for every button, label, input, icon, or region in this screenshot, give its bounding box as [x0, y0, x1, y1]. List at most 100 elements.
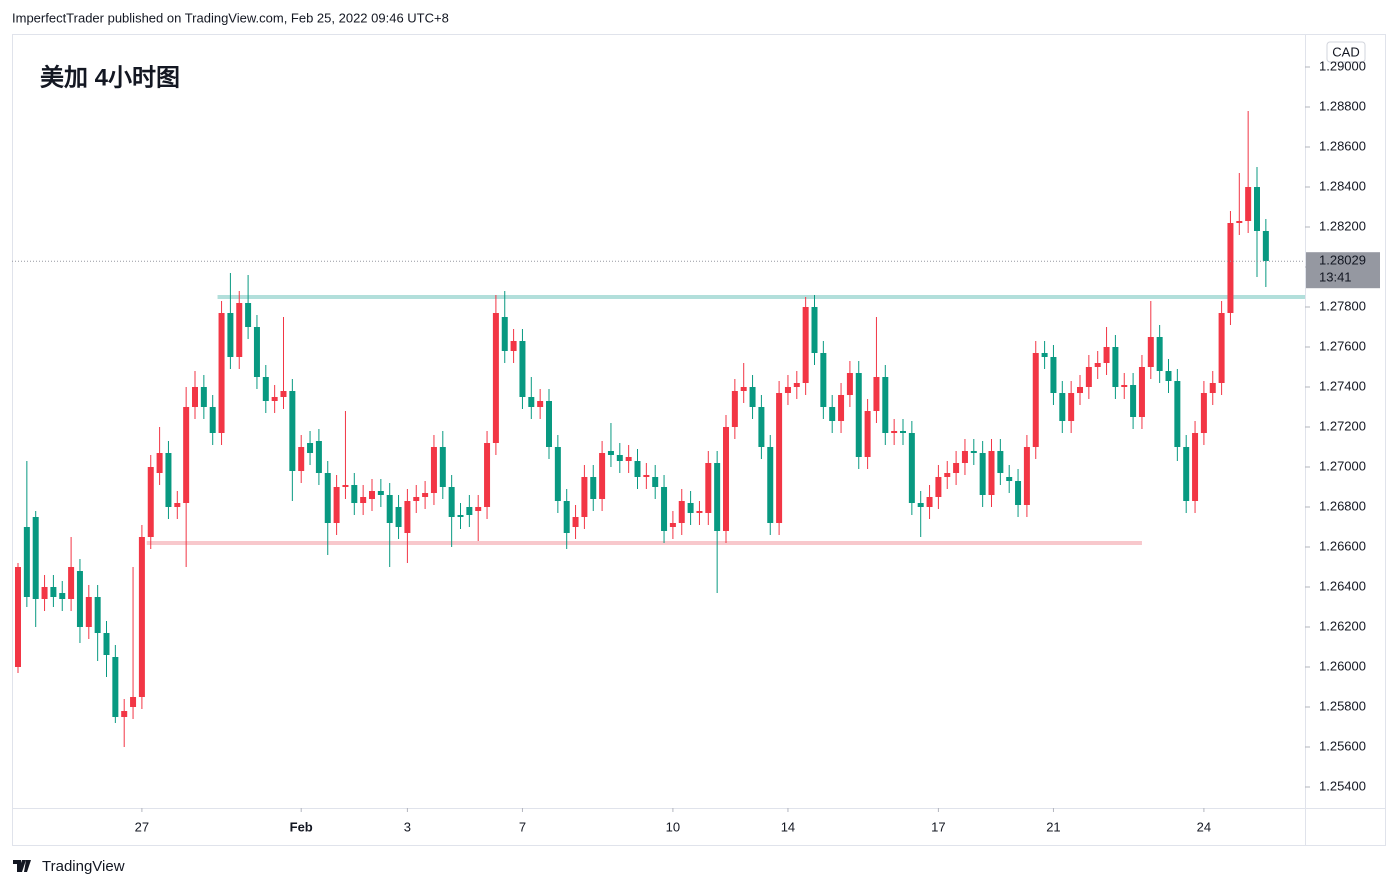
- candle-body: [908, 433, 915, 503]
- candle-body: [882, 377, 889, 433]
- candle-body: [156, 453, 163, 473]
- currency-box: [1326, 41, 1366, 63]
- candle-body: [758, 407, 765, 447]
- candle-body: [891, 431, 898, 433]
- candle-body: [192, 387, 198, 407]
- candle-body: [546, 401, 552, 447]
- candle-body: [245, 303, 252, 327]
- last-price-label: 1.28029: [1319, 253, 1366, 268]
- y-tick-label: 1.29000: [1319, 58, 1366, 73]
- candle-body: [413, 497, 420, 501]
- candle-body: [572, 517, 579, 527]
- y-tick-label: 1.28600: [1319, 138, 1366, 153]
- chart-title: 美加 4小时图: [40, 63, 180, 91]
- frame: [12, 34, 1386, 846]
- candle-body: [1254, 187, 1260, 231]
- x-tick-label: 27: [135, 819, 149, 834]
- candle-body: [988, 451, 995, 495]
- candle-body: [121, 711, 128, 717]
- candle-body: [439, 447, 446, 487]
- candle-body: [793, 383, 800, 387]
- candle-body: [501, 317, 508, 351]
- candle-body: [236, 303, 243, 357]
- footer-brand: TradingView: [42, 858, 125, 875]
- x-tick-label: Feb: [290, 819, 313, 834]
- candle-body: [324, 473, 331, 523]
- candle-body: [846, 373, 853, 395]
- x-tick-label: 14: [781, 819, 795, 834]
- candle-body: [466, 507, 473, 515]
- y-tick-label: 1.26800: [1319, 498, 1366, 513]
- candle-body: [209, 407, 216, 433]
- candle-body: [634, 461, 641, 477]
- candle-body: [1200, 393, 1207, 433]
- y-tick-label: 1.26400: [1319, 578, 1366, 593]
- candle-body: [147, 467, 154, 537]
- candle-body: [820, 353, 827, 407]
- candle-body: [917, 503, 924, 507]
- candle-body: [873, 377, 880, 411]
- candle-body: [112, 657, 119, 717]
- candle-body: [377, 491, 384, 495]
- x-tick-label: 10: [666, 819, 680, 834]
- candle-body: [68, 567, 75, 599]
- candle-body: [1032, 353, 1039, 447]
- candle-body: [289, 391, 296, 471]
- y-tick-label: 1.26200: [1319, 618, 1366, 633]
- candle-body: [687, 503, 694, 513]
- candle-body: [581, 477, 588, 517]
- candle-body: [475, 507, 482, 511]
- y-tick-label: 1.28200: [1319, 218, 1366, 233]
- candle-body: [1245, 187, 1252, 221]
- candle-body: [740, 387, 747, 391]
- candle-body: [395, 507, 402, 527]
- candle-body: [1023, 447, 1030, 505]
- candle-body: [944, 473, 951, 477]
- candle-body: [669, 523, 676, 527]
- candle-body: [723, 427, 729, 531]
- candle-body: [961, 451, 968, 463]
- publisher: ImperfectTrader published on TradingView…: [12, 10, 449, 25]
- candle-body: [519, 341, 526, 397]
- candle-body: [1147, 337, 1154, 367]
- candle-body: [767, 447, 774, 523]
- y-tick-label: 1.27200: [1319, 418, 1366, 433]
- candle-body: [607, 451, 614, 455]
- candle-body: [510, 341, 517, 351]
- candle-body: [457, 515, 464, 517]
- candle-body: [661, 487, 668, 531]
- candle-body: [15, 567, 21, 667]
- candle-body: [138, 537, 145, 697]
- candle-body: [1227, 223, 1234, 313]
- candle-body: [696, 511, 703, 513]
- marks: [12, 111, 1305, 747]
- candle-body: [970, 451, 977, 453]
- candle-body: [997, 451, 1004, 473]
- candle-body: [864, 411, 871, 457]
- candle-body: [1130, 385, 1137, 417]
- candle-body: [811, 307, 818, 353]
- grid: [141, 66, 1310, 812]
- candle-body: [705, 463, 712, 513]
- candle-body: [404, 501, 411, 533]
- candle-body: [430, 447, 437, 493]
- candle-body: [1103, 347, 1110, 363]
- last-price-time: 13:41: [1319, 270, 1352, 285]
- candle-body: [625, 457, 632, 461]
- candle-body: [262, 377, 269, 401]
- candle-body: [315, 441, 322, 473]
- y-tick-label: 1.25600: [1319, 738, 1366, 753]
- y-tick-label: 1.27000: [1319, 458, 1366, 473]
- candle-body: [599, 453, 606, 499]
- candle-body: [342, 485, 349, 487]
- candle-body: [200, 387, 207, 407]
- candle-body: [253, 327, 260, 377]
- x-tick-label: 7: [519, 819, 526, 834]
- candle-body: [1174, 381, 1181, 447]
- candle-body: [351, 485, 358, 503]
- candle-body: [1006, 477, 1013, 481]
- candle-body: [1050, 357, 1057, 393]
- candle-body: [1112, 347, 1119, 387]
- candle-body: [369, 491, 375, 499]
